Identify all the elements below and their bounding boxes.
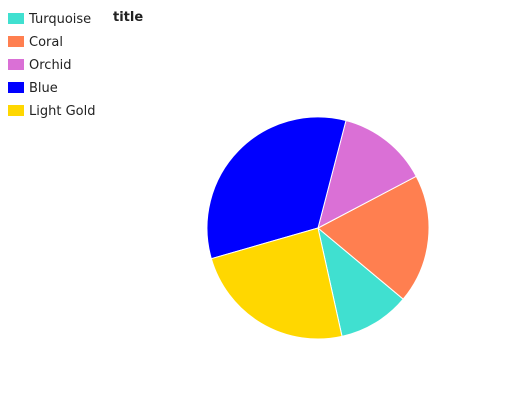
pie-slice-blue	[206, 116, 347, 260]
legend-swatch-turquoise	[8, 13, 24, 24]
legend-swatch-coral	[8, 36, 24, 47]
legend-label-orchid: Orchid	[29, 58, 72, 73]
legend-label-blue: Blue	[29, 81, 58, 96]
legend-swatch-orchid	[8, 59, 24, 70]
legend-label-coral: Coral	[29, 35, 63, 50]
chart-title: title	[113, 10, 143, 25]
pie-slice-orchid	[317, 119, 417, 229]
pie-slices	[206, 116, 430, 340]
legend: Turquoise Coral Orchid Blue Light Gold	[8, 12, 95, 119]
legend-label-turquoise: Turquoise	[28, 12, 91, 27]
pie-slice-coral	[317, 175, 430, 300]
legend-swatch-light-gold	[8, 105, 24, 116]
pie-slice-light-gold	[210, 227, 343, 340]
pie-slice-turquoise	[317, 226, 404, 337]
legend-label-light-gold: Light Gold	[29, 104, 95, 119]
legend-swatch-blue	[8, 82, 24, 93]
